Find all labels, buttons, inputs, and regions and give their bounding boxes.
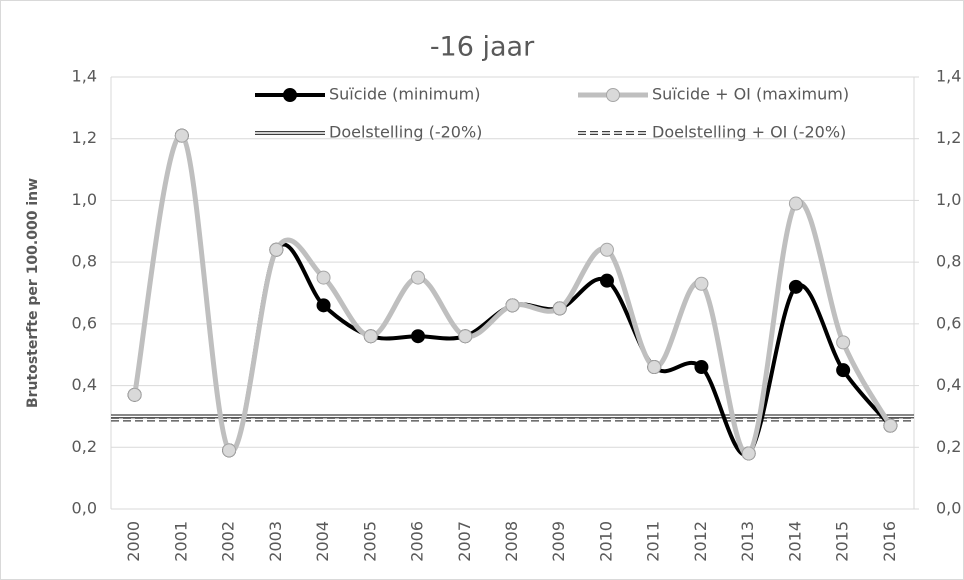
y2-tick-label: 0,2 <box>936 437 961 456</box>
series-marker <box>599 273 614 288</box>
x-tick-label: 2004 <box>313 521 332 562</box>
y-tick-label: 1,0 <box>72 190 97 209</box>
y2-tick-label: 1,2 <box>936 128 961 147</box>
legend-marker <box>606 88 620 102</box>
y2-tick-label: 0,6 <box>936 313 961 332</box>
y2-tick-label: 1,0 <box>936 190 961 209</box>
series-marker <box>269 242 284 257</box>
legend-marker <box>283 88 297 102</box>
x-tick-label: 2013 <box>738 521 757 562</box>
y2-tick-label: 0,0 <box>936 499 961 518</box>
series-marker <box>174 128 189 143</box>
y2-tick-label: 0,4 <box>936 375 961 394</box>
y-tick-label: 0,2 <box>72 437 97 456</box>
series-marker <box>694 276 709 291</box>
x-tick-label: 2009 <box>549 521 568 562</box>
x-tick-label: 2007 <box>455 521 474 562</box>
y-tick-label: 0,4 <box>72 375 97 394</box>
series-marker <box>836 363 851 378</box>
series-marker <box>127 387 142 402</box>
x-tick-label: 2016 <box>880 521 899 562</box>
series-marker <box>836 335 851 350</box>
chart-title: -16 jaar <box>430 32 535 63</box>
y2-tick-label: 0,8 <box>936 252 961 271</box>
y-tick-label: 0,6 <box>72 313 97 332</box>
series-marker <box>694 360 709 375</box>
series-marker <box>222 443 237 458</box>
legend-label: Doelstelling (-20%) <box>329 123 482 142</box>
series-marker <box>647 360 662 375</box>
x-tick-label: 2014 <box>785 521 804 562</box>
series-marker <box>788 279 803 294</box>
series-marker <box>411 329 426 344</box>
series-marker <box>788 196 803 211</box>
x-tick-label: 2006 <box>408 521 427 562</box>
x-tick-label: 2005 <box>360 521 379 562</box>
series-marker <box>741 446 756 461</box>
x-tick-label: 2003 <box>266 521 285 562</box>
y-tick-label: 1,2 <box>72 128 97 147</box>
legend-label: Suïcide + OI (maximum) <box>652 85 849 104</box>
x-tick-label: 2012 <box>691 521 710 562</box>
series-marker <box>505 298 520 313</box>
x-tick-label: 2002 <box>219 521 238 562</box>
series-marker <box>599 242 614 257</box>
y2-tick-label: 1,4 <box>936 67 961 86</box>
x-tick-label: 2011 <box>644 521 663 562</box>
x-tick-label: 2001 <box>171 521 190 562</box>
y-tick-label: 0,0 <box>72 499 97 518</box>
x-tick-label: 2000 <box>124 521 143 562</box>
x-tick-label: 2015 <box>833 521 852 562</box>
y-axis-label: Brutosterfte per 100.000 inw <box>25 178 41 408</box>
series-marker <box>316 298 331 313</box>
y-tick-label: 1,4 <box>72 67 97 86</box>
legend-label: Doelstelling + OI (-20%) <box>652 123 846 142</box>
x-tick-label: 2008 <box>502 521 521 562</box>
series-marker <box>316 270 331 285</box>
series-marker <box>458 329 473 344</box>
legend-label: Suïcide (minimum) <box>329 85 480 104</box>
series-marker <box>883 418 898 433</box>
series-marker <box>411 270 426 285</box>
series-marker <box>552 301 567 316</box>
x-tick-label: 2010 <box>596 521 615 562</box>
series-marker <box>363 329 378 344</box>
y-tick-label: 0,8 <box>72 252 97 271</box>
